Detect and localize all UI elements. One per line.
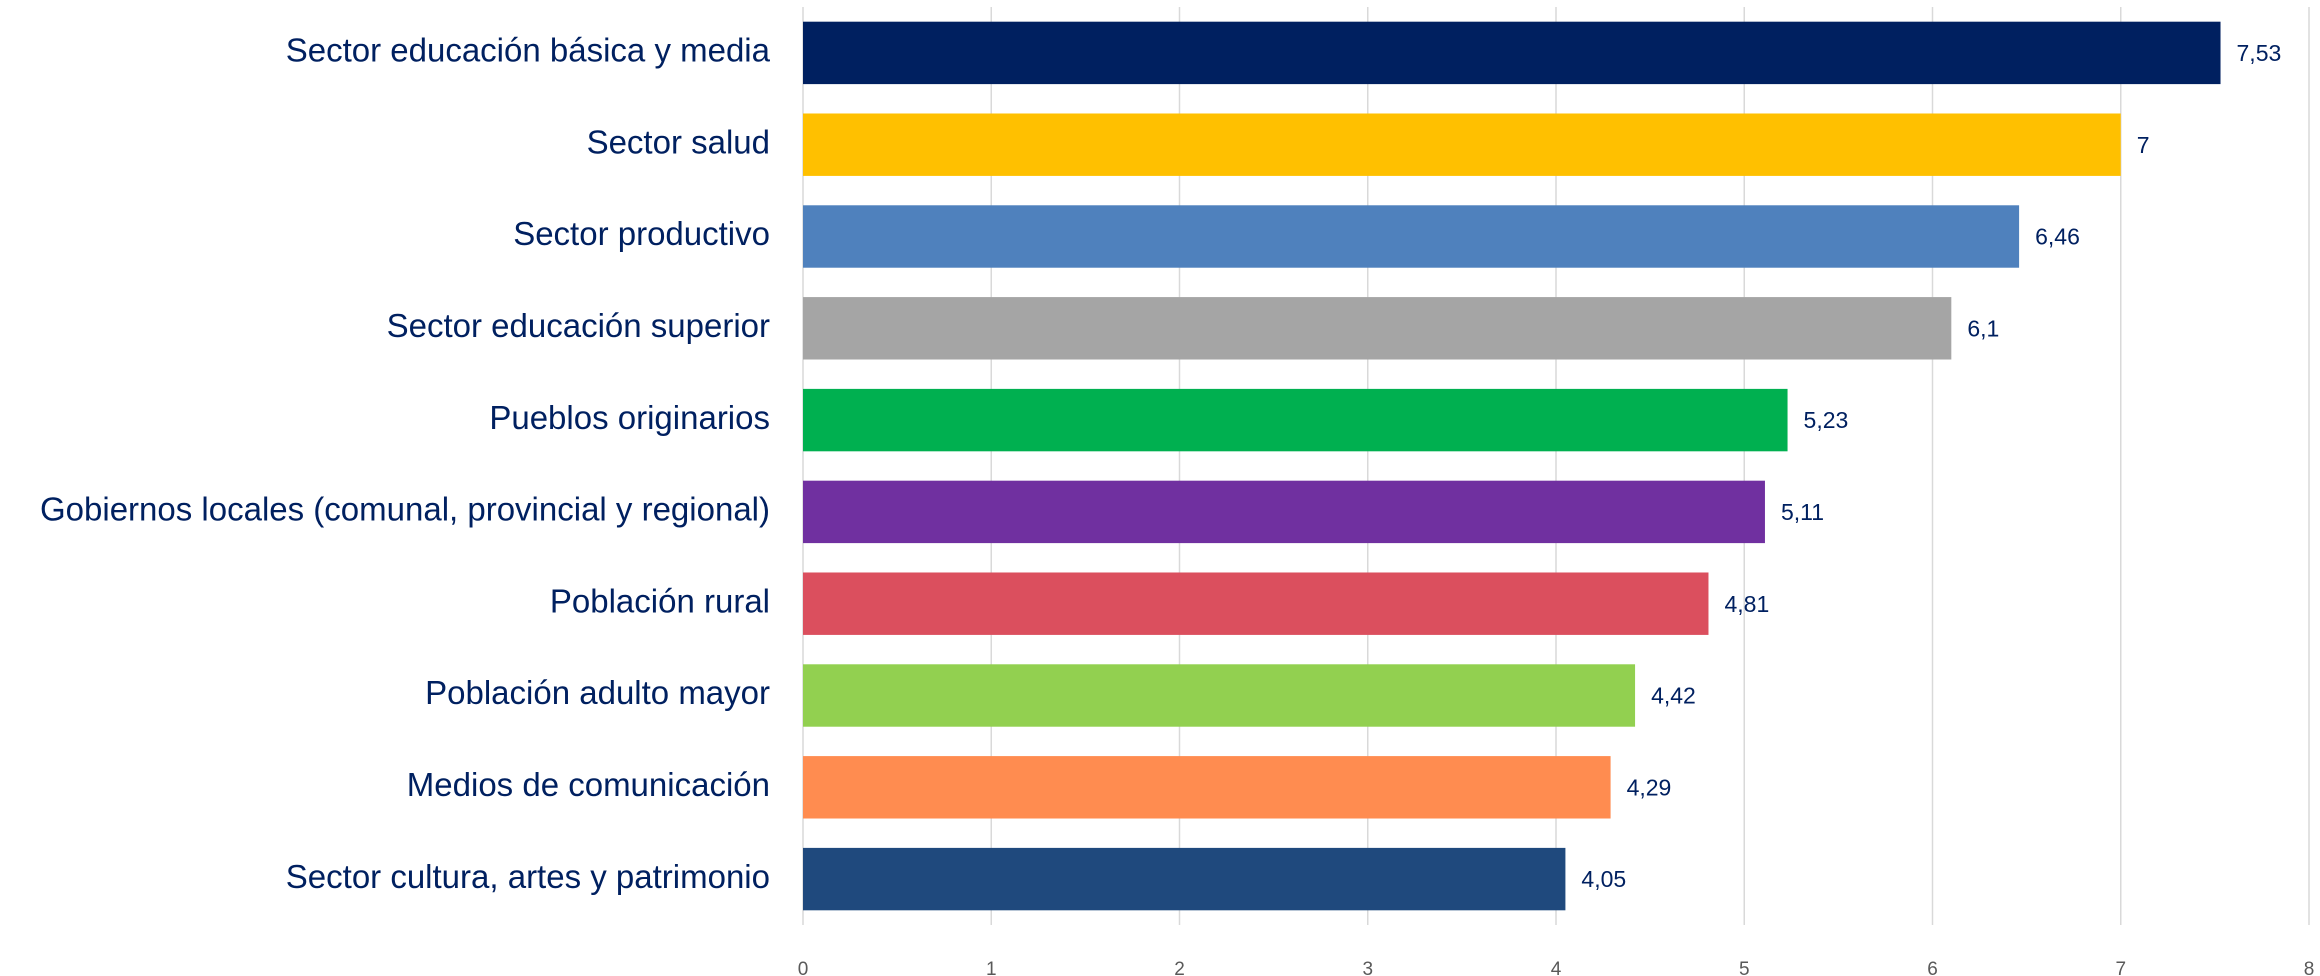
bar	[803, 113, 2121, 176]
bar	[803, 297, 1952, 360]
data-label: 4,42	[1651, 683, 1696, 709]
x-tick-label: 7	[2115, 959, 2126, 976]
bar	[803, 21, 2221, 85]
bar	[803, 480, 1765, 544]
x-tick-label: 5	[1739, 959, 1750, 976]
x-tick-label: 8	[2304, 959, 2315, 976]
category-label: Sector educación básica y media	[286, 32, 771, 69]
data-label: 7,53	[2237, 40, 2282, 66]
data-label: 6,46	[2035, 224, 2080, 250]
category-label: Medios de comunicación	[407, 766, 770, 803]
bar	[803, 756, 1611, 819]
category-label: Pueblos originarios	[489, 399, 770, 436]
category-label: Sector productivo	[513, 215, 770, 252]
category-label: Población rural	[550, 582, 770, 619]
data-label: 5,23	[1804, 407, 1849, 433]
data-label: 5,11	[1781, 499, 1824, 525]
data-label: 7	[2137, 132, 2150, 158]
category-label: Sector educación superior	[387, 307, 770, 344]
x-tick-label: 0	[798, 959, 809, 976]
bar	[803, 664, 1636, 727]
x-tick-label: 1	[986, 959, 997, 976]
bar	[803, 388, 1788, 452]
data-label: 4,81	[1724, 591, 1769, 617]
x-tick-label: 2	[1174, 959, 1185, 976]
x-tick-label: 3	[1362, 959, 1373, 976]
data-label: 4,29	[1627, 774, 1672, 800]
bar	[803, 572, 1709, 635]
category-label: Sector cultura, artes y patrimonio	[286, 858, 770, 895]
bar	[803, 205, 2020, 268]
x-tick-label: 6	[1927, 959, 1938, 976]
data-label: 4,05	[1581, 866, 1626, 892]
bar	[803, 847, 1566, 911]
category-label: Sector salud	[587, 123, 770, 160]
category-label: Población adulto mayor	[425, 674, 770, 711]
category-label: Gobiernos locales (comunal, provincial y…	[40, 491, 770, 528]
data-label: 6,1	[1967, 315, 1999, 341]
x-tick-label: 4	[1551, 959, 1562, 976]
